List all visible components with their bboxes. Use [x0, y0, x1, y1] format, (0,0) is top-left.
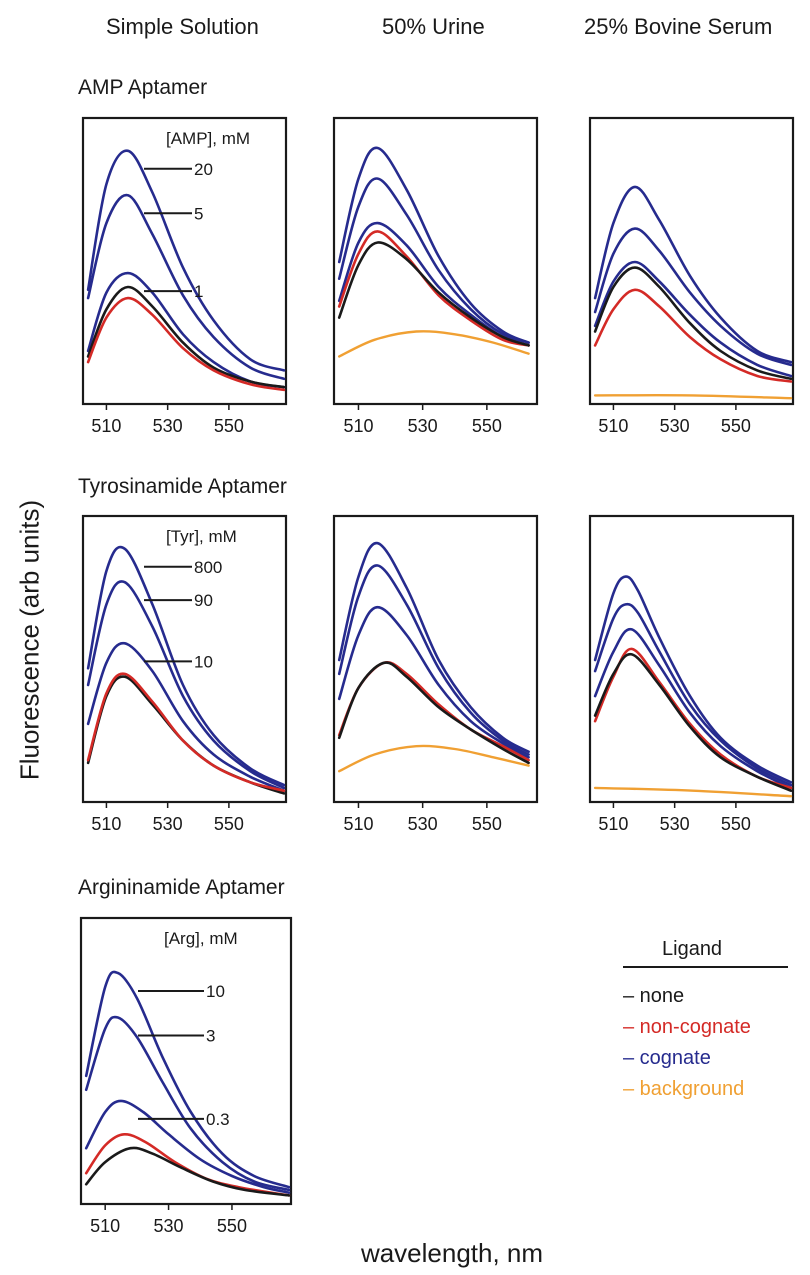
row-title-amp: AMP Aptamer	[78, 76, 208, 99]
series-line-cognate	[593, 575, 793, 784]
series-line-cognate	[337, 221, 530, 347]
series-line-cognate	[86, 580, 286, 790]
series-line-cognate	[84, 1015, 291, 1192]
x-tick-label: 510	[343, 416, 373, 436]
series-line-non-cognate	[86, 296, 286, 392]
x-tick-label: 510	[343, 814, 373, 834]
series-line-cognate	[86, 641, 286, 792]
x-tick-label: 550	[721, 814, 751, 834]
x-tick-label: 550	[472, 814, 502, 834]
x-tick-label: 530	[408, 416, 438, 436]
series-line-background	[338, 330, 530, 358]
y-axis-label: Fluorescence (arb units)	[14, 499, 45, 781]
series-line-cognate	[593, 602, 793, 787]
legend-item-none: – none	[623, 985, 685, 1007]
series-line-background	[593, 394, 793, 400]
x-tick-label: 530	[660, 416, 690, 436]
concentration-title: [Tyr], mM	[166, 527, 237, 546]
x-tick-label: 530	[660, 814, 690, 834]
panel-frame	[588, 116, 795, 406]
chart-tyr-serum: 510 530 550	[588, 514, 795, 834]
x-tick-label: 530	[153, 416, 183, 436]
chart-tyr-urine: 510 530 550	[332, 514, 539, 834]
series-line-cognate	[593, 260, 793, 378]
concentration-label: 800	[194, 558, 222, 577]
series-line-cognate	[593, 185, 793, 364]
concentration-title: [Arg], mM	[164, 929, 238, 948]
x-tick-label: 510	[598, 416, 628, 436]
series-line-non-cognate	[593, 288, 793, 383]
legend-divider	[623, 966, 788, 968]
concentration-title: [AMP], mM	[166, 129, 250, 148]
chart-amp-urine: 510 530 550	[332, 116, 539, 436]
panel-frame	[81, 514, 288, 804]
legend-item-non-cognate: – non-cognate	[623, 1016, 751, 1038]
concentration-label: 90	[194, 591, 213, 610]
x-tick-label: 530	[153, 814, 183, 834]
concentration-label: 5	[194, 204, 203, 223]
series-line-cognate	[84, 1099, 291, 1194]
x-tick-label: 510	[90, 1216, 120, 1236]
x-tick-label: 530	[154, 1216, 184, 1236]
legend-item-cognate: – cognate	[623, 1047, 711, 1069]
panel-frame	[588, 514, 795, 804]
row-title-argininamide: Argininamide Aptamer	[78, 876, 285, 899]
series-line-cognate	[337, 146, 530, 344]
x-tick-label: 550	[214, 416, 244, 436]
x-tick-label: 510	[91, 416, 121, 436]
series-line-cognate	[593, 627, 793, 790]
column-title-urine: 50% Urine	[382, 14, 485, 39]
x-tick-label: 550	[721, 416, 751, 436]
column-title-simple-solution: Simple Solution	[106, 14, 259, 39]
series-line-cognate	[593, 227, 793, 367]
chart-amp-simple: 510 530 550 [AMP], mM 20 5 1	[81, 116, 288, 436]
series-line-none	[593, 653, 793, 792]
series-line-none	[593, 266, 793, 381]
concentration-label: 1	[194, 282, 203, 301]
panel-frame	[81, 116, 288, 406]
series-line-none	[337, 241, 530, 347]
concentration-label: 10	[206, 982, 225, 1001]
x-tick-label: 510	[91, 814, 121, 834]
series-line-none	[86, 285, 286, 389]
row-title-tyrosinamide: Tyrosinamide Aptamer	[78, 475, 287, 498]
concentration-label: 0.3	[206, 1110, 230, 1129]
concentration-label: 3	[206, 1027, 215, 1046]
x-tick-label: 510	[598, 814, 628, 834]
series-line-cognate	[337, 564, 530, 756]
concentration-label: 20	[194, 160, 213, 179]
series-line-cognate	[86, 149, 286, 372]
series-line-cognate	[337, 605, 530, 759]
x-axis-label: wavelength, nm	[360, 1238, 544, 1268]
series-line-none	[84, 1146, 291, 1197]
series-line-none	[337, 661, 530, 765]
series-line-cognate	[86, 545, 286, 787]
x-tick-label: 550	[217, 1216, 247, 1236]
x-tick-label: 550	[472, 416, 502, 436]
x-tick-label: 550	[214, 814, 244, 834]
panel-frame	[332, 116, 539, 406]
series-line-cognate	[337, 541, 530, 753]
legend-title: Ligand	[662, 938, 723, 960]
series-line-non-cognate	[84, 1132, 291, 1197]
legend-item-background: – background	[623, 1078, 745, 1100]
chart-tyr-simple: 510 530 550 [Tyr], mM 800 90 10	[81, 514, 288, 834]
concentration-label: 10	[194, 652, 213, 671]
panel-frame	[79, 916, 293, 1206]
chart-arg-simple: 510 530 550 [Arg], mM 10 3 0.3	[79, 916, 293, 1236]
series-line-cognate	[84, 970, 291, 1189]
panel-frame	[332, 514, 539, 804]
series-line-cognate	[86, 193, 286, 381]
series-line-cognate	[337, 177, 530, 344]
series-line-non-cognate	[86, 672, 286, 792]
series-line-background	[338, 744, 530, 773]
chart-amp-serum: 510 530 550	[588, 116, 795, 436]
column-title-bovine-serum: 25% Bovine Serum	[584, 14, 773, 39]
x-tick-label: 530	[408, 814, 438, 834]
series-line-background	[593, 786, 793, 798]
